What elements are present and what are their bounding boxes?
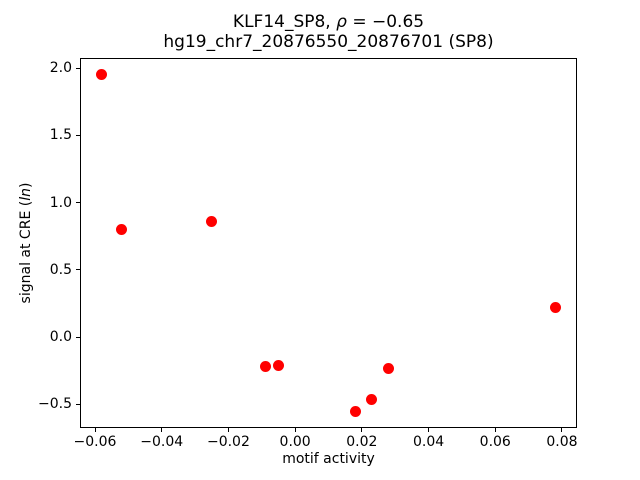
chart-title-line-2: hg19_chr7_20876550_20876701 (SP8) [163,32,494,52]
title-gene-pair-label: KLF14_SP8, [232,12,337,32]
y-axis-tick [76,403,80,405]
x-axis-tick-label: 0.02 [346,434,378,450]
x-axis-tick-label: −0.06 [73,434,117,450]
x-axis-tick [361,428,363,432]
data-point [349,405,361,417]
y-axis-tick-label: 0.0 [49,329,72,346]
x-axis-tick [94,428,96,432]
chart-title: KLF14_SP8, ρ = −0.65 hg19_chr7_20876550_… [80,12,577,52]
y-axis-tick [76,134,80,136]
rho-symbol: ρ [336,12,347,32]
y-axis-tick [76,269,80,271]
chart-title-line-1: KLF14_SP8, ρ = −0.65 [80,12,577,32]
x-axis-tick-label: 0.04 [412,434,445,450]
y-axis-tick [76,202,80,204]
y-axis-tick-label: −0.5 [38,396,72,413]
x-axis-tick [561,428,563,432]
data-point [259,361,271,373]
y-axis-tick [76,67,80,69]
title-correlation-value: = −0.65 [346,12,425,32]
y-axis-tick-label: 1.5 [49,127,72,144]
data-point [383,362,395,374]
x-axis-tick [294,428,296,432]
data-point [549,302,561,314]
x-axis-tick [161,428,163,432]
y-axis-tick [76,336,80,338]
x-axis-tick [227,428,229,432]
data-point [116,224,128,236]
x-axis-label: motif activity [282,451,375,467]
plot-area [80,58,577,428]
data-point [96,69,108,81]
y-axis-tick-label: 1.0 [49,194,72,211]
data-point [206,215,218,227]
data-point [272,359,284,371]
x-axis-tick [494,428,496,432]
x-axis-tick-label: 0.00 [279,434,311,450]
x-axis-tick-label: −0.04 [140,434,184,450]
y-axis-label-close-paren: ) [18,182,34,189]
x-axis-tick-label: −0.02 [206,434,250,450]
y-axis-tick-label: 2.0 [49,60,72,77]
x-axis-tick-label: 0.08 [546,434,578,450]
data-point [366,393,378,405]
y-axis-tick-label: 0.5 [49,261,72,278]
x-axis-tick [428,428,430,432]
x-axis-tick-label: 0.06 [479,434,511,450]
y-axis-label-text: signal at CRE ( [18,200,34,304]
